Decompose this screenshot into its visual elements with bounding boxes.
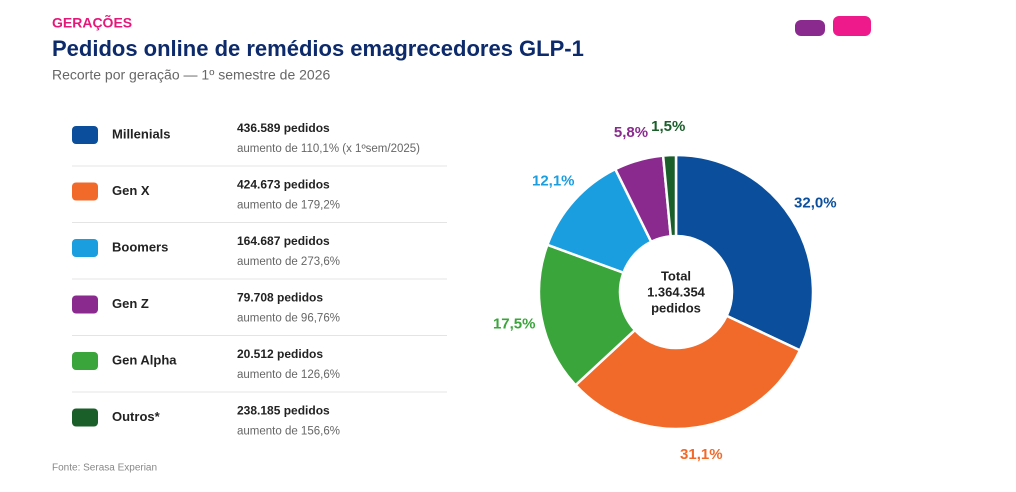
legend-label: Gen Alpha — [112, 352, 177, 367]
source: Fonte: Serasa Experian — [52, 463, 157, 474]
growth-label: aumento de 126,6% — [237, 369, 340, 381]
kicker: GERAÇÕES — [52, 14, 132, 31]
pie-slice — [573, 314, 802, 431]
value-label: 31,1% — [680, 446, 723, 463]
chart-subtitle: Recorte por geração — 1º semestre de 202… — [52, 67, 330, 83]
legend-label: Gen X — [112, 183, 150, 198]
legend-label: Boomers — [112, 239, 168, 254]
value-label: 1,5% — [651, 118, 685, 135]
orders-label: 20.512 pedidos — [237, 347, 323, 361]
legend-label: Millenials — [112, 126, 171, 141]
growth-label: aumento de 110,1% (x 1ºsem/2025) — [237, 143, 420, 155]
growth-label: aumento de 179,2% — [237, 200, 340, 212]
growth-label: aumento de 96,76% — [237, 313, 340, 325]
value-label: 17,5% — [493, 315, 536, 332]
legend-label: Outros* — [112, 409, 161, 424]
decor-pill — [833, 16, 871, 36]
pie-slice — [674, 153, 815, 352]
center-value: 1.364.354 — [647, 284, 706, 299]
value-label: 32,0% — [794, 195, 837, 212]
legend-swatch — [72, 408, 98, 427]
chart-title: Pedidos online de remédios emagrecedores… — [52, 36, 584, 61]
orders-label: 436.589 pedidos — [237, 121, 330, 135]
growth-label: aumento de 156,6% — [237, 426, 340, 438]
growth-label: aumento de 273,6% — [237, 256, 340, 268]
pie-slice — [661, 153, 678, 238]
orders-label: 79.708 pedidos — [237, 291, 323, 305]
value-label: 5,8% — [614, 124, 648, 141]
orders-label: 238.185 pedidos — [237, 404, 330, 418]
decor-pill — [795, 20, 825, 36]
orders-label: 424.673 pedidos — [237, 178, 330, 192]
pie-slice — [537, 243, 637, 387]
orders-label: 164.687 pedidos — [237, 234, 330, 248]
donut-hole — [621, 237, 731, 347]
center-label: Total — [661, 268, 691, 283]
legend-swatch — [72, 239, 98, 257]
legend-swatch — [72, 352, 98, 370]
legend-swatch — [72, 126, 98, 144]
value-label: 12,1% — [532, 173, 575, 190]
legend-label: Gen Z — [112, 296, 149, 311]
legend-swatch — [72, 182, 98, 201]
center-unit: pedidos — [651, 300, 701, 315]
legend-swatch — [72, 295, 98, 314]
